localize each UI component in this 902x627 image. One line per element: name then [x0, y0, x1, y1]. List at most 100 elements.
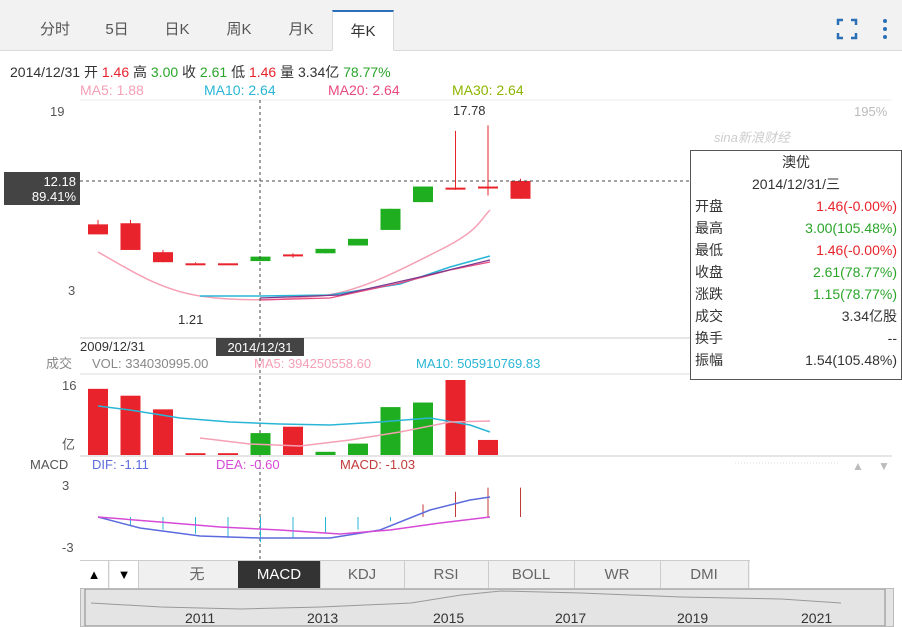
kline-chart[interactable]: 19 3 195% sina新浪财经 17.78 1.21 12.18 89.4… [0, 0, 902, 560]
info-vol-label: 量 [280, 64, 295, 80]
macd-dea: DEA: -0.60 [216, 457, 280, 472]
volume-bar [88, 388, 108, 455]
tooltip-row-open: 开盘 1.46(-0.00%) [695, 198, 897, 214]
candle-body [120, 223, 141, 250]
info-high: 3.00 [150, 64, 179, 80]
tooltip-stock-name: 澳优 [782, 154, 810, 170]
sina-watermark: sina新浪财经 [714, 130, 792, 145]
volume-bar [218, 453, 238, 455]
pct-axis-top: 195% [854, 104, 888, 119]
more-vert-icon[interactable] [880, 18, 890, 45]
volume-bars-group [88, 380, 498, 455]
indicator-wr[interactable]: WR [574, 561, 661, 589]
candles-group [88, 125, 531, 266]
macd-axis-top: 3 [62, 478, 69, 493]
volume-axis-unit: 亿 [62, 437, 75, 452]
indicator-macd[interactable]: MACD [238, 561, 321, 589]
volume-ma5-line [199, 420, 491, 447]
volume-label: 成交 [46, 356, 72, 371]
macd-label: MACD [30, 457, 68, 472]
volume-bar [315, 451, 336, 455]
macd-up-arrow-icon[interactable]: ▲ [852, 459, 864, 473]
info-open-label: 开 [83, 64, 98, 80]
max-price-label: 17.78 [453, 103, 486, 118]
tooltip-row-turnover: 换手 -- [695, 330, 897, 346]
price-tooltip: 澳优 2014/12/31/三 开盘 1.46(-0.00%) 最高 3.00(10… [690, 150, 902, 380]
info-high-label: 高 [133, 64, 147, 80]
volume-bar [120, 395, 141, 455]
macd-axis-bottom: -3 [62, 540, 74, 555]
volume-bar [380, 407, 401, 455]
ma30-legend: MA30: 2.64 [452, 82, 524, 98]
candle-body [185, 263, 206, 266]
volume-axis-top: 16 [62, 378, 76, 393]
volume-bar [185, 453, 206, 455]
indicator-kdj[interactable]: KDJ [320, 561, 405, 589]
info-vol: 3.34亿 [297, 64, 340, 80]
macd-dif: DIF: -1.11 [92, 457, 149, 472]
candle-body [380, 208, 401, 230]
tab-weekly-k[interactable]: 周K [226, 21, 252, 38]
axis-left-date: 2009/12/31 [80, 339, 145, 354]
scroll-down-button[interactable]: ▼ [110, 561, 139, 589]
crosshair-price: 12.18 [43, 174, 76, 189]
crosshair-date-box [216, 338, 304, 356]
tooltip-row-high: 最高 3.00(105.48%) [695, 220, 897, 236]
tooltip-row-change: 涨跌 1.15(78.77%) [695, 286, 897, 302]
dif-line [97, 496, 491, 539]
candle-body [348, 238, 368, 246]
price-axis-bottom: 3 [68, 283, 75, 298]
min-price-label: 1.21 [178, 312, 203, 327]
indicator-dmi[interactable]: DMI [660, 561, 749, 589]
candle-body [283, 254, 303, 257]
ma10-legend: MA10: 2.64 [204, 82, 276, 98]
crosshair-date: 2014/12/31 [227, 340, 292, 355]
info-close-label: 收 [182, 64, 197, 80]
indicator-tab-bar: ▲ ▼ 无 MACD KDJ RSI BOLL WR DMI [80, 560, 750, 590]
fullscreen-icon[interactable] [836, 18, 858, 45]
candle-body [413, 186, 433, 203]
indicator-none[interactable]: 无 [156, 561, 239, 589]
macd-down-arrow-icon[interactable]: ▼ [878, 459, 890, 473]
volume-bar [348, 443, 368, 455]
info-open: 1.46 [101, 64, 130, 80]
tab-yearly-k[interactable]: 年K [332, 10, 394, 51]
candle-body [88, 224, 108, 235]
tab-5day[interactable]: 5日 [105, 21, 129, 38]
volume-value: VOL: 334030995.00 [92, 356, 208, 371]
candle-body [445, 187, 466, 190]
dea-line [97, 516, 491, 535]
tab-intraday[interactable]: 分时 [39, 21, 70, 38]
tooltip-row-low: 最低 1.46(-0.00%) [695, 242, 897, 258]
tooltip-date: 2014/12/31/三 [752, 176, 840, 192]
nav-year-2011: 2011 [185, 610, 215, 626]
info-date: 2014/12/31 [10, 64, 81, 80]
range-navigator[interactable]: 2011 2013 2015 2017 2019 2021 [80, 588, 894, 627]
indicator-rsi[interactable]: RSI [404, 561, 489, 589]
volume-ma5: MA5: 394250558.60 [254, 356, 371, 371]
nav-year-2017: 2017 [555, 610, 586, 626]
scroll-up-button[interactable]: ▲ [80, 561, 109, 589]
info-low: 1.46 [248, 64, 277, 80]
volume-bar [153, 409, 173, 455]
info-change: 78.77% [343, 64, 391, 80]
ma30-line [259, 259, 491, 299]
tooltip-row-volume: 成交 3.34亿股 [695, 308, 897, 324]
ma20-legend: MA20: 2.64 [328, 82, 400, 98]
volume-bar [445, 380, 466, 455]
period-tab-bar: 分时 5日 日K 周K 月K 年K [0, 0, 902, 51]
tooltip-row-amplitude: 振幅 1.54(105.48%) [695, 352, 897, 368]
ma5-legend: MA5: 1.88 [80, 82, 144, 98]
tab-monthly-k[interactable]: 月K [288, 21, 314, 38]
info-close: 2.61 [199, 64, 228, 80]
ohlc-info-line: 2014/12/31 开 1.46 高 3.00 收 2.61 低 1.46 量… [10, 62, 391, 82]
candle-body [510, 180, 531, 199]
nav-year-2013: 2013 [307, 610, 338, 626]
candle-body [153, 252, 173, 263]
tab-daily-k[interactable]: 日K [164, 21, 190, 38]
ma20-line [259, 261, 491, 301]
tooltip-row-close: 收盘 2.61(78.77%) [695, 264, 897, 280]
indicator-boll[interactable]: BOLL [488, 561, 575, 589]
nav-year-2019: 2019 [677, 610, 708, 626]
volume-bar [283, 426, 303, 455]
